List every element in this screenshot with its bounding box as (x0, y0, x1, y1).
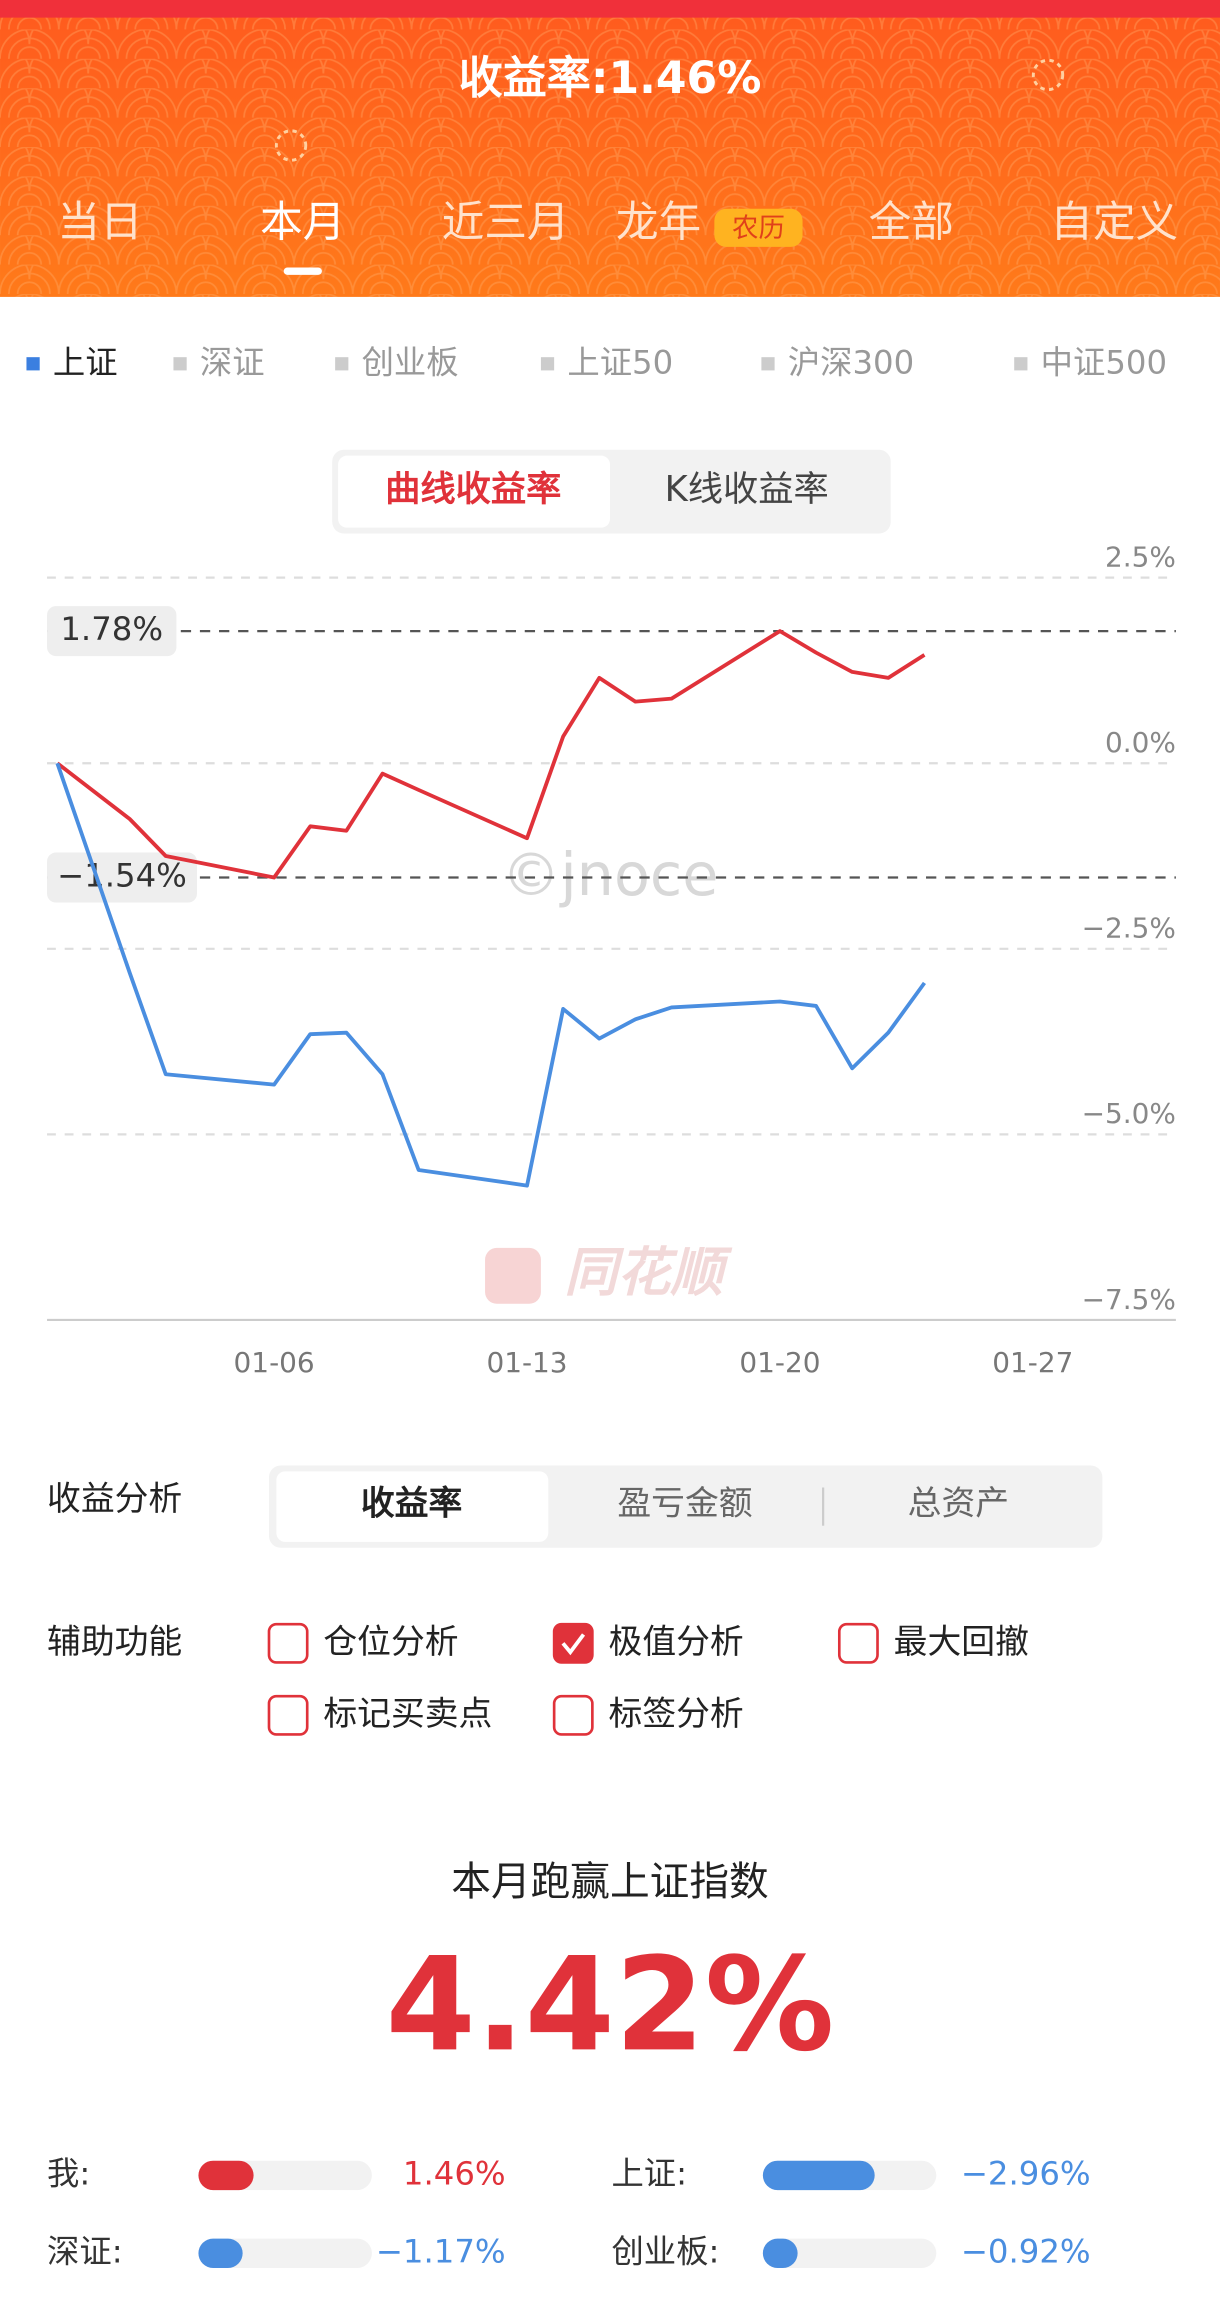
option-label[interactable]: 极值分析 (609, 1622, 744, 1661)
index-tab[interactable]: 中证500 (1041, 344, 1167, 382)
index-dot (761, 357, 775, 371)
index-tab[interactable]: 深证 (200, 344, 265, 382)
series-line (56, 629, 926, 880)
period-tab[interactable]: 当日 (57, 197, 142, 247)
x-tick-label: 01-13 (486, 1346, 567, 1379)
option-label[interactable]: 标记买卖点 (323, 1694, 492, 1733)
index-dot (26, 357, 40, 371)
segment[interactable]: 总资产 (908, 1484, 1009, 1523)
y-tick-label: −7.5% (1082, 1283, 1176, 1316)
compare-value: −2.96% (961, 2154, 1091, 2192)
analysis-label: 收益分析 (47, 1479, 182, 1518)
period-tab[interactable]: 全部 (869, 197, 954, 247)
compare-name: 我: (47, 2154, 90, 2192)
badge-bg (714, 208, 803, 247)
badge: 农历 (732, 213, 785, 244)
x-tick-label: 01-06 (234, 1346, 315, 1379)
y-tick-label: 2.5% (1105, 541, 1176, 574)
index-dot (335, 357, 349, 371)
loading-icon (274, 129, 308, 162)
logo-text: 同花顺 (564, 1242, 733, 1303)
option-label[interactable]: 最大回撤 (894, 1622, 1029, 1661)
status-strip (0, 0, 1220, 18)
series-line (55, 762, 926, 1188)
index-tab[interactable]: 创业板 (362, 344, 459, 382)
compare-name: 深证: (47, 2232, 123, 2270)
period-tab[interactable]: 本月 (260, 197, 345, 247)
segment[interactable]: 收益率 (361, 1484, 462, 1523)
summary-title: 本月跑赢上证指数 (451, 1859, 768, 1905)
y-tick-label: −2.5% (1082, 912, 1176, 945)
checkbox[interactable] (837, 1622, 879, 1664)
compare-value: −1.17% (376, 2232, 506, 2270)
compare-track (198, 2238, 372, 2268)
compare-bar (762, 2238, 798, 2268)
chart-toggle[interactable]: 曲线收益率 (385, 469, 561, 510)
header-pattern (0, 0, 1220, 297)
chart-toggle[interactable]: K线收益率 (665, 469, 829, 510)
summary-value: 4.42% (386, 1929, 835, 2080)
extreme-label: −1.54% (57, 857, 187, 895)
compare-bar (762, 2160, 875, 2191)
period-tab[interactable]: 自定义 (1050, 197, 1178, 247)
option-label[interactable]: 标签分析 (609, 1694, 744, 1733)
index-dot (173, 357, 187, 371)
logo-icon (485, 1247, 541, 1304)
compare-name: 创业板: (611, 2232, 719, 2270)
x-tick-label: 01-20 (739, 1346, 820, 1379)
segment[interactable]: 盈亏金额 (617, 1484, 752, 1523)
compare-value: 1.46% (403, 2154, 506, 2192)
period-tab[interactable]: 龙年 (616, 197, 701, 247)
y-tick-label: 0.0% (1105, 726, 1176, 759)
index-tab[interactable]: 上证 (53, 344, 118, 382)
extreme-label-bg (47, 852, 197, 903)
aux-label: 辅助功能 (47, 1622, 182, 1661)
checkmark (561, 1633, 586, 1656)
watermark: ©jnoce (502, 840, 719, 909)
toggle-selected (338, 455, 610, 528)
compare-value: −0.92% (961, 2232, 1091, 2270)
segment-selected (276, 1471, 549, 1542)
checkbox[interactable] (552, 1694, 594, 1736)
compare-bar (198, 2160, 254, 2191)
compare-bar (198, 2238, 243, 2268)
checkbox[interactable] (267, 1694, 309, 1736)
index-tab[interactable]: 沪深300 (788, 344, 914, 382)
loading-icon (1031, 58, 1065, 92)
header-title: 收益率:1.46% (459, 53, 762, 104)
compare-name: 上证: (611, 2154, 687, 2192)
compare-track (762, 2238, 937, 2268)
index-dot (540, 357, 555, 371)
y-tick-label: −5.0% (1082, 1097, 1176, 1130)
index-dot (1014, 357, 1028, 371)
index-tab[interactable]: 上证50 (567, 344, 673, 382)
period-tab[interactable]: 近三月 (442, 197, 570, 247)
option-label[interactable]: 仓位分析 (323, 1622, 458, 1661)
checkbox[interactable] (267, 1622, 309, 1664)
extreme-label: 1.78% (60, 610, 163, 648)
x-tick-label: 01-27 (992, 1346, 1073, 1379)
tab-underline (283, 267, 322, 275)
extreme-label-bg (47, 606, 177, 657)
checkbox[interactable] (552, 1622, 594, 1664)
